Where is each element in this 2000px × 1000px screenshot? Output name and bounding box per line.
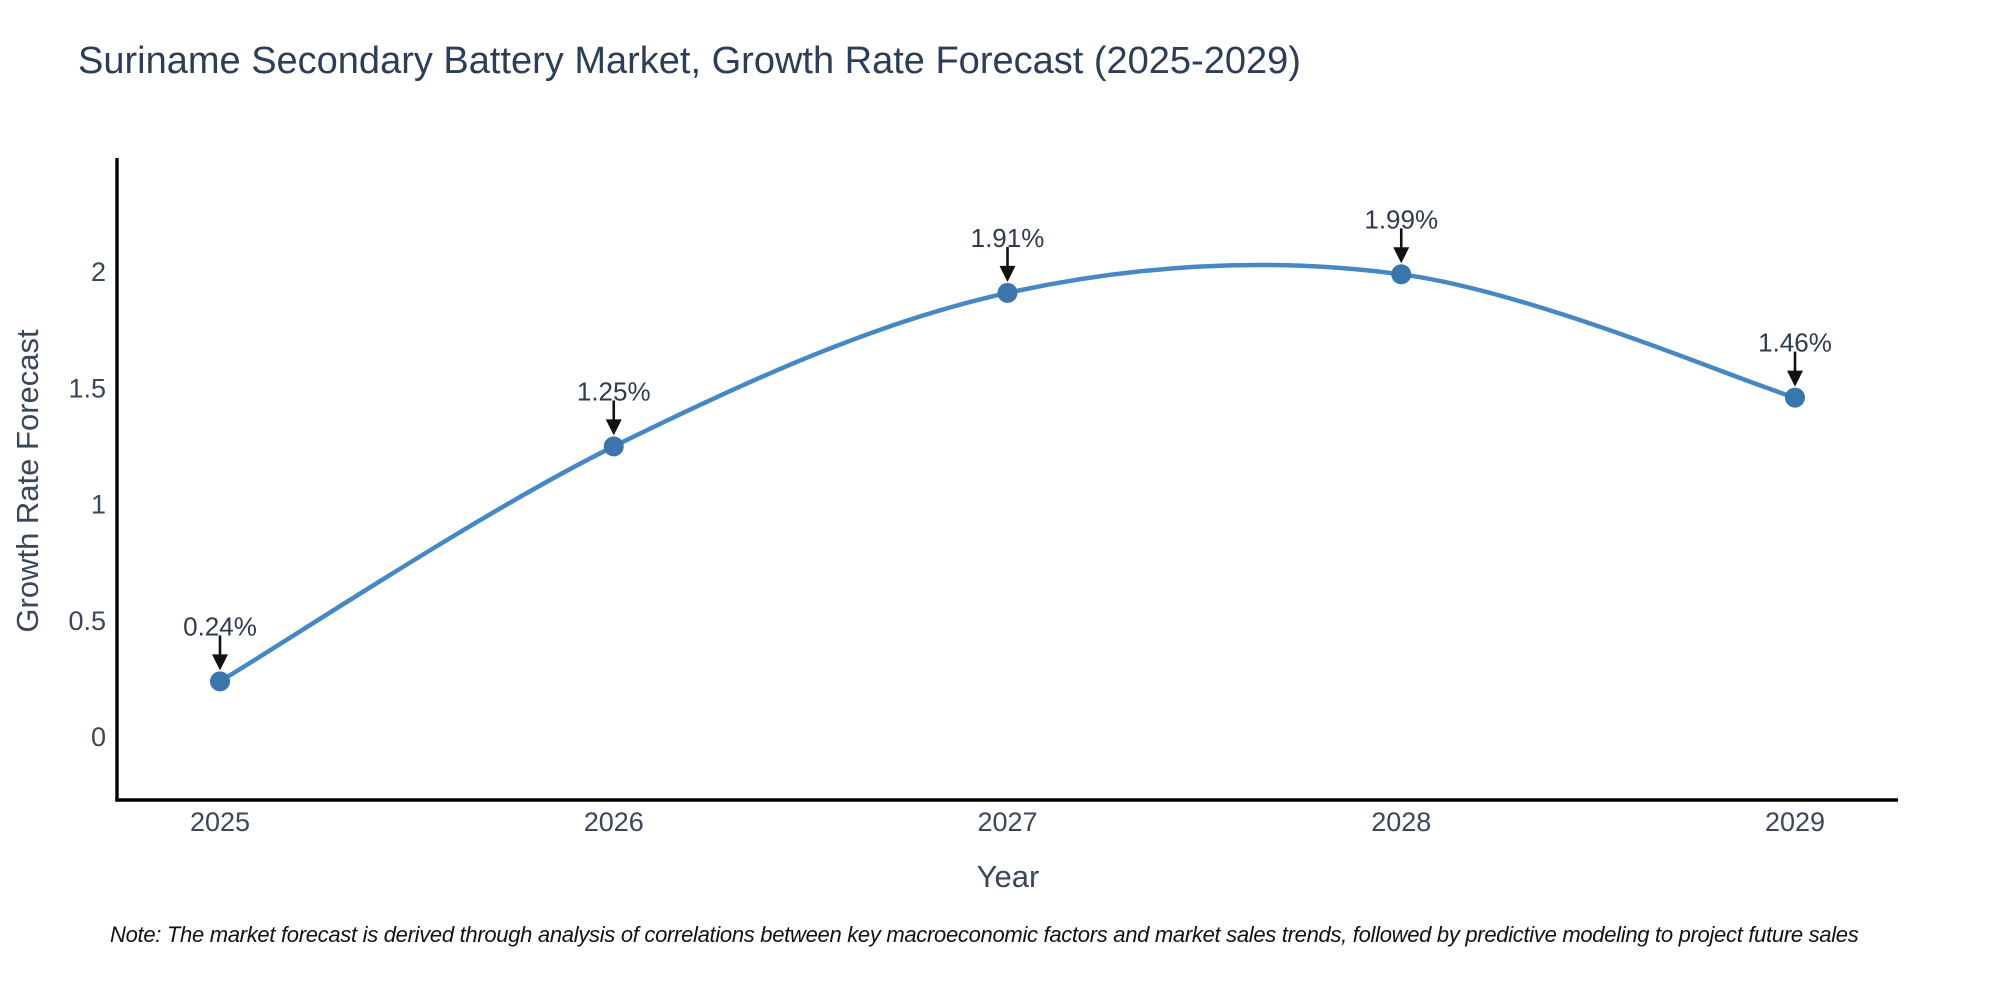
annotation-arrowhead bbox=[212, 654, 228, 671]
y-tick-label: 0.5 bbox=[68, 606, 106, 636]
y-tick-label: 2 bbox=[91, 257, 106, 287]
y-tick-label: 0 bbox=[91, 722, 106, 752]
x-tick-label: 2027 bbox=[977, 807, 1037, 837]
y-tick-label: 1.5 bbox=[68, 373, 106, 403]
y-axis-title: Growth Rate Forecast bbox=[10, 329, 45, 633]
x-tick-label: 2028 bbox=[1371, 807, 1431, 837]
annotation-arrowhead bbox=[605, 419, 622, 436]
x-tick-label: 2025 bbox=[190, 807, 250, 837]
data-point-marker bbox=[210, 671, 230, 692]
x-tick-label: 2026 bbox=[584, 807, 644, 837]
annotation-arrowhead bbox=[999, 265, 1016, 282]
annotation-arrowhead bbox=[1393, 247, 1410, 264]
footnote: Note: The market forecast is derived thr… bbox=[110, 922, 1859, 947]
data-point-marker bbox=[1391, 264, 1412, 285]
annotation-arrowhead bbox=[1787, 370, 1803, 387]
curve-path bbox=[217, 262, 1798, 684]
x-tick-label: 2029 bbox=[1765, 807, 1825, 837]
chart-title: Suriname Secondary Battery Market, Growt… bbox=[78, 40, 1301, 82]
data-point-marker bbox=[603, 436, 624, 457]
y-tick-label: 1 bbox=[91, 490, 106, 520]
data-point-marker bbox=[997, 282, 1018, 303]
x-axis-title: Year bbox=[976, 859, 1040, 894]
data-point-marker bbox=[1785, 387, 1805, 408]
